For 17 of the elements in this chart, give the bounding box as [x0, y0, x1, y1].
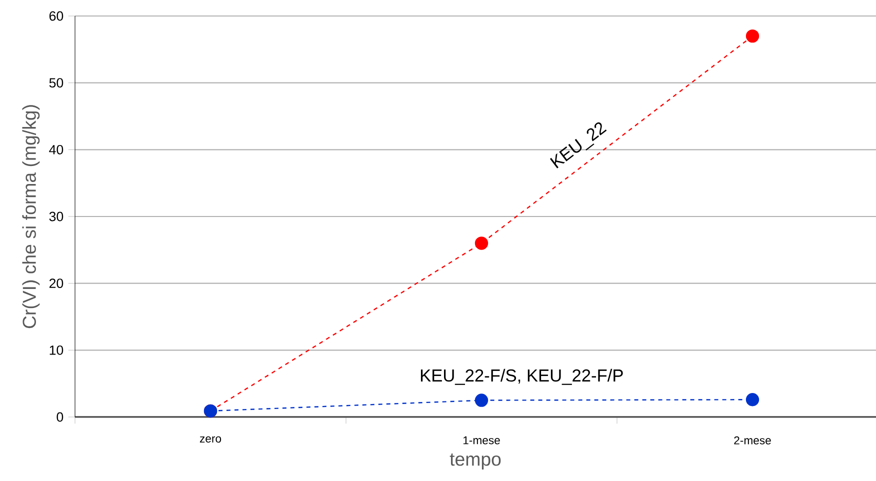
- point: [746, 393, 760, 406]
- x-tick-label: 1-mese: [463, 436, 500, 444]
- x-axis-title: tempo: [450, 454, 501, 470]
- y-tick-label: 30: [49, 212, 64, 222]
- point: [746, 29, 760, 43]
- x-tick-label: 2-mese: [734, 436, 771, 444]
- y-tick-label: 0: [56, 412, 64, 422]
- point: [474, 394, 488, 407]
- series-label: KEU_22-F/S, KEU_22-F/P: [420, 368, 623, 385]
- x-tick-label: zero: [200, 436, 222, 443]
- y-tick-label: 60: [49, 11, 64, 21]
- y-axis-title: Cr(VI) che si forma (mg/kg): [22, 105, 40, 328]
- y-tick-label: 10: [50, 345, 64, 355]
- point: [474, 236, 488, 250]
- y-tick-label: 40: [49, 144, 64, 154]
- y-tick-label: 20: [49, 278, 64, 288]
- y-tick-label: 50: [49, 78, 64, 88]
